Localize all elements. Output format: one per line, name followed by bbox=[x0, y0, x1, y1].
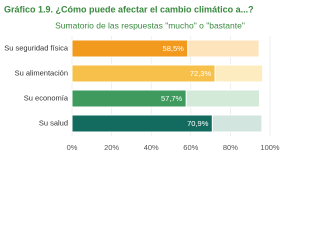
x-tick-label: 20% bbox=[104, 143, 119, 152]
x-tick-label: 60% bbox=[183, 143, 198, 152]
bar-segment bbox=[185, 89, 261, 108]
x-tick-label: 80% bbox=[223, 143, 238, 152]
bar-segment bbox=[211, 114, 263, 133]
x-tick-label: 0% bbox=[67, 143, 78, 152]
y-tick-label: Su seguridad física bbox=[4, 43, 69, 52]
x-tick-label: 100% bbox=[260, 143, 280, 152]
y-tick-label: Su economía bbox=[24, 93, 69, 102]
bar-segment bbox=[214, 64, 264, 83]
bar-segment bbox=[187, 39, 260, 58]
value-label: 70,9% bbox=[187, 119, 209, 128]
y-tick-label: Su salud bbox=[39, 118, 68, 127]
value-label: 57,7% bbox=[161, 94, 183, 103]
chart: Gráfico 1.9. ¿Cómo puede afectar el camb… bbox=[4, 4, 280, 152]
chart-subtitle: Sumatorio de las respuestas "mucho" o "b… bbox=[55, 20, 245, 30]
chart-title: Gráfico 1.9. ¿Cómo puede afectar el camb… bbox=[4, 4, 254, 14]
x-tick-label: 40% bbox=[144, 143, 159, 152]
value-label: 58,5% bbox=[163, 44, 185, 53]
y-tick-label: Su alimentación bbox=[15, 68, 68, 77]
value-label: 72,3% bbox=[190, 69, 212, 78]
